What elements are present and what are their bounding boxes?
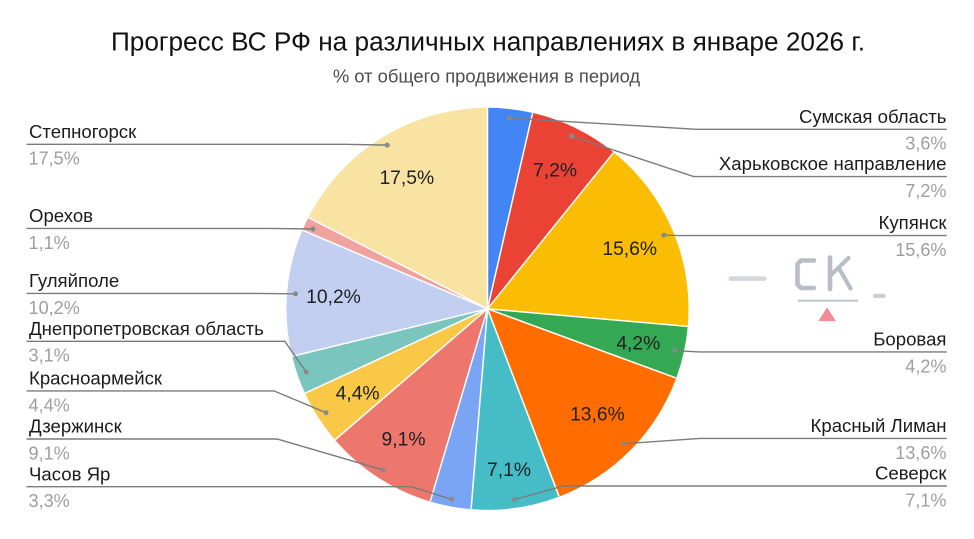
svg-text:7,2%: 7,2% [533, 161, 577, 182]
svg-text:Гуляйполе: Гуляйполе [29, 270, 119, 291]
svg-text:4,4%: 4,4% [29, 395, 70, 415]
svg-text:10,2%: 10,2% [306, 287, 361, 308]
svg-text:3,6%: 3,6% [905, 134, 946, 154]
svg-text:13,6%: 13,6% [570, 404, 625, 425]
svg-text:9,1%: 9,1% [29, 443, 70, 463]
svg-text:Купянск: Купянск [879, 212, 948, 233]
svg-text:7,1%: 7,1% [487, 460, 531, 481]
svg-text:Красный Лиман: Красный Лиман [811, 415, 947, 436]
svg-text:9,1%: 9,1% [382, 429, 426, 450]
svg-text:1,1%: 1,1% [29, 233, 70, 253]
svg-text:4,2%: 4,2% [616, 333, 660, 354]
svg-text:3,3%: 3,3% [29, 491, 70, 511]
svg-text:7,2%: 7,2% [905, 181, 946, 201]
svg-text:4,4%: 4,4% [336, 383, 380, 404]
svg-text:4,2%: 4,2% [905, 356, 946, 376]
svg-text:Степногорск: Степногорск [29, 121, 137, 142]
svg-text:Красноармейск: Красноармейск [29, 368, 163, 389]
svg-text:Северск: Северск [875, 463, 947, 484]
svg-text:Днепропетровская область: Днепропетровская область [29, 318, 264, 339]
svg-text:3,1%: 3,1% [29, 346, 70, 366]
svg-text:Часов Яр: Часов Яр [29, 463, 110, 484]
svg-text:% от общего продвижения в пери: % от общего продвижения в период [333, 65, 641, 86]
svg-text:Сумская область: Сумская область [799, 106, 947, 127]
svg-text:15,6%: 15,6% [602, 239, 657, 260]
svg-text:15,6%: 15,6% [895, 240, 946, 260]
svg-text:Дзержинск: Дзержинск [29, 416, 123, 437]
svg-text:13,6%: 13,6% [895, 443, 946, 463]
svg-text:Харьковское направление: Харьковское направление [719, 153, 947, 174]
svg-text:10,2%: 10,2% [29, 298, 80, 318]
svg-text:7,1%: 7,1% [905, 490, 946, 510]
svg-text:17,5%: 17,5% [29, 149, 80, 169]
svg-text:17,5%: 17,5% [379, 168, 434, 189]
svg-text:Орехов: Орехов [29, 205, 93, 226]
svg-text:Боровая: Боровая [873, 329, 946, 350]
svg-text:Прогресс ВС РФ на различных на: Прогресс ВС РФ на различных направлениях… [111, 27, 865, 57]
